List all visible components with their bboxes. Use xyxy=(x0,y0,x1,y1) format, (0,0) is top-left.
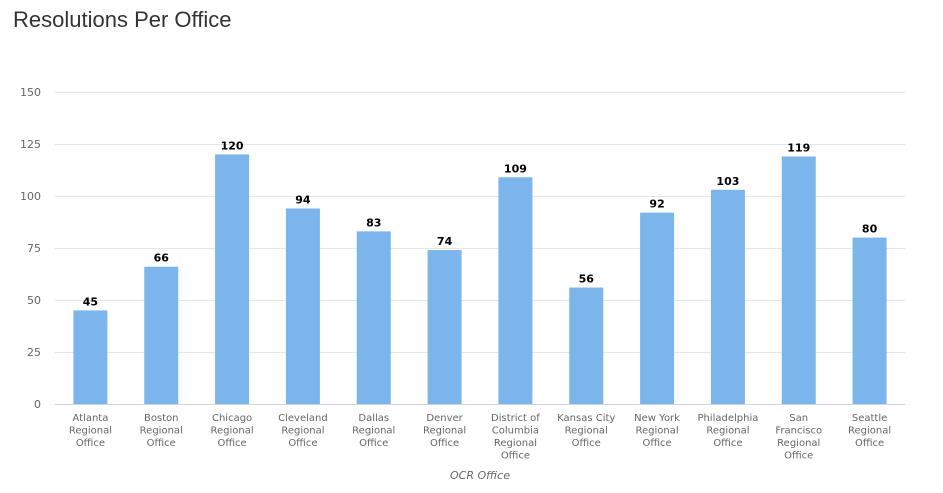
y-tick-label: 150 xyxy=(20,86,41,99)
bar xyxy=(356,231,391,404)
bar xyxy=(498,177,533,404)
bar xyxy=(427,250,462,404)
bar xyxy=(852,237,887,404)
data-label: 120 xyxy=(221,139,244,152)
x-tick-label: Kansas City Regional Office xyxy=(557,413,615,449)
y-tick-label: 125 xyxy=(20,138,41,151)
y-tick-label: 100 xyxy=(20,190,41,203)
x-tick-label: Cleveland Regional Office xyxy=(278,413,328,449)
data-label: 83 xyxy=(366,216,381,229)
x-tick-label: San Francisco Regional Office xyxy=(775,413,822,462)
y-tick-label: 0 xyxy=(34,398,41,411)
y-tick-label: 75 xyxy=(27,242,41,255)
x-tick-label: Chicago Regional Office xyxy=(211,413,254,449)
bar xyxy=(285,208,320,404)
x-tick-label: Philadelphia Regional Office xyxy=(697,413,758,449)
bar xyxy=(569,287,604,404)
chart-title: Resolutions Per Office xyxy=(13,7,232,32)
bar xyxy=(73,310,108,404)
x-tick-label: Dallas Regional Office xyxy=(352,413,395,449)
data-label: 103 xyxy=(716,175,739,188)
x-tick-label: Atlanta Regional Office xyxy=(69,413,112,449)
x-tick-label: New York Regional Office xyxy=(634,413,680,449)
x-axis-title: OCR Office xyxy=(450,469,510,482)
x-tick-label: Seattle Regional Office xyxy=(848,413,891,449)
x-tick-label: Boston Regional Office xyxy=(140,413,183,449)
data-label: 92 xyxy=(649,198,664,211)
data-label: 119 xyxy=(787,141,810,154)
bar xyxy=(640,212,675,404)
x-tick-label: District of Columbia Regional Office xyxy=(491,413,540,462)
data-label: 56 xyxy=(579,273,595,286)
data-label: 45 xyxy=(83,295,98,308)
data-label: 66 xyxy=(154,252,170,265)
data-label: 109 xyxy=(504,162,527,175)
data-label: 94 xyxy=(295,193,311,206)
data-label: 74 xyxy=(437,235,453,248)
y-tick-label: 50 xyxy=(27,294,41,307)
y-tick-label: 25 xyxy=(27,346,41,359)
bar xyxy=(144,266,179,404)
bar xyxy=(781,156,816,404)
bar xyxy=(215,154,250,404)
bar xyxy=(710,189,745,404)
x-tick-label: Denver Regional Office xyxy=(423,413,466,449)
data-label: 80 xyxy=(862,223,878,236)
